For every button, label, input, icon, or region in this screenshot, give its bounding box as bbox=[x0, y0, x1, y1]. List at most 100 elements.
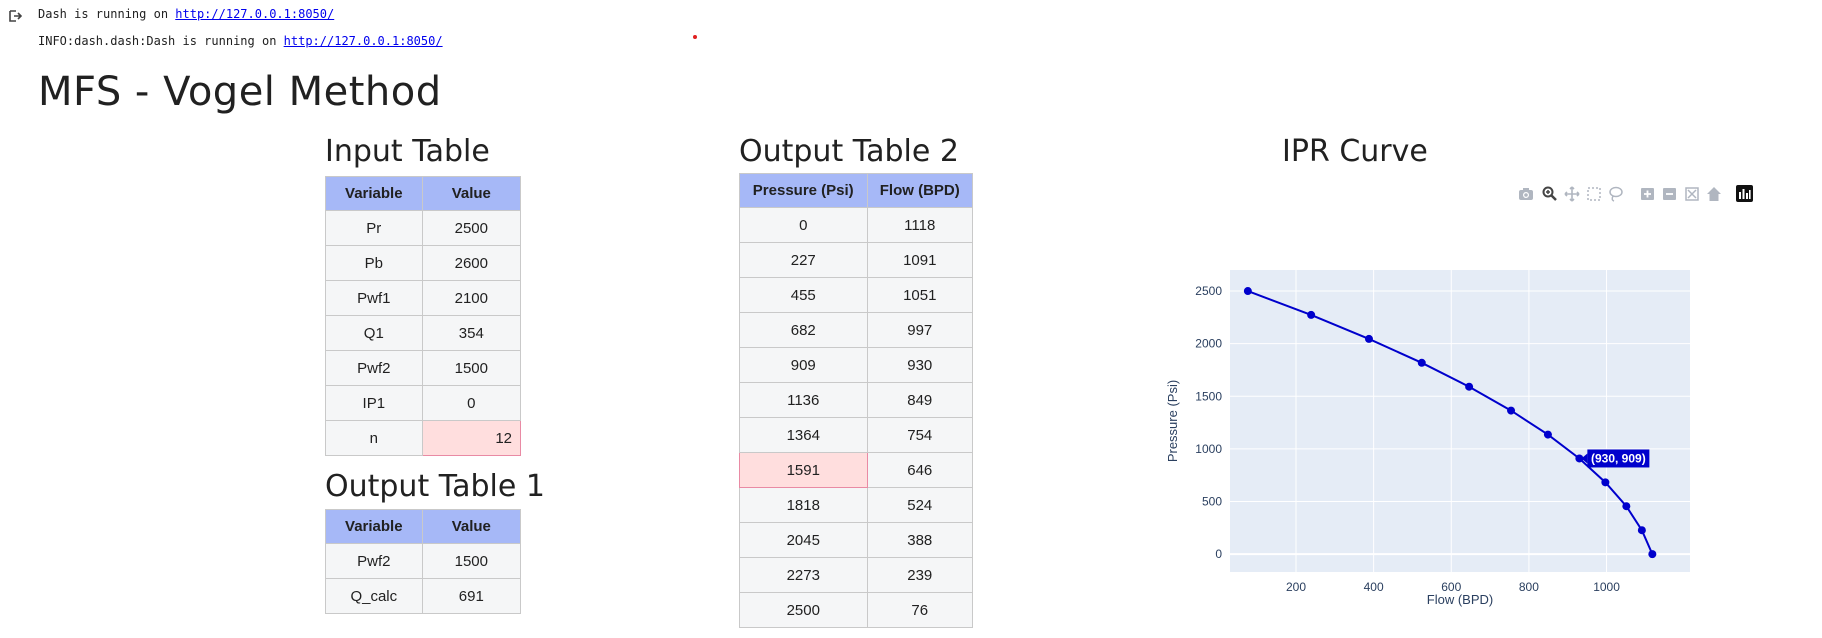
data-point[interactable] bbox=[1543, 430, 1552, 439]
table-cell[interactable]: Pwf2 bbox=[325, 543, 423, 579]
table-row: Pwf1 2100 bbox=[325, 280, 522, 316]
table-cell[interactable]: 2273 bbox=[739, 557, 868, 593]
column-header[interactable]: Pressure (Psi) bbox=[739, 173, 868, 208]
table-cell[interactable]: 1500 bbox=[421, 350, 522, 386]
table-cell[interactable]: 1818 bbox=[739, 487, 868, 523]
table-cell[interactable]: Pwf1 bbox=[325, 280, 423, 316]
table-cell[interactable]: n bbox=[325, 420, 423, 456]
table-row: Pr 2500 bbox=[325, 210, 522, 246]
y-tick-label: 500 bbox=[1202, 494, 1222, 508]
plotly-logo-icon[interactable] bbox=[1736, 185, 1753, 202]
data-point[interactable] bbox=[1601, 478, 1610, 487]
column-header[interactable]: Flow (BPD) bbox=[866, 173, 973, 208]
page-title: MFS - Vogel Method bbox=[38, 69, 442, 115]
table-cell[interactable]: 239 bbox=[866, 557, 973, 593]
table-row: 1591 646 bbox=[739, 452, 973, 488]
cursor-dot bbox=[693, 35, 697, 39]
hover-label: (930, 909) bbox=[1591, 451, 1646, 465]
column-header[interactable]: Value bbox=[421, 509, 522, 544]
pan-icon[interactable] bbox=[1564, 186, 1580, 202]
server-link[interactable]: http://127.0.0.1:8050/ bbox=[283, 34, 443, 48]
column-header[interactable]: Value bbox=[421, 176, 522, 211]
data-point[interactable] bbox=[1364, 334, 1373, 343]
table-row: n 12 bbox=[325, 420, 522, 456]
camera-icon[interactable] bbox=[1519, 188, 1533, 200]
table-cell[interactable]: 2600 bbox=[421, 245, 522, 281]
zoom-out-icon[interactable] bbox=[1663, 188, 1676, 200]
y-tick-label: 1000 bbox=[1195, 442, 1222, 456]
table-row: Pwf2 1500 bbox=[325, 350, 522, 386]
autoscale-icon[interactable] bbox=[1685, 187, 1699, 201]
data-point[interactable] bbox=[1507, 406, 1516, 415]
table-cell[interactable]: 2100 bbox=[421, 280, 522, 316]
table-cell[interactable]: Pwf2 bbox=[325, 350, 423, 386]
table-cell[interactable]: 1051 bbox=[866, 277, 973, 313]
lasso-icon[interactable] bbox=[1609, 186, 1623, 202]
column-header[interactable]: Variable bbox=[325, 509, 423, 544]
table-cell[interactable]: 354 bbox=[421, 315, 522, 351]
table-cell[interactable]: 1500 bbox=[421, 543, 522, 579]
table-cell[interactable]: 1136 bbox=[739, 382, 868, 418]
data-point[interactable] bbox=[1622, 502, 1631, 511]
data-point[interactable] bbox=[1575, 454, 1584, 463]
y-tick-label: 1500 bbox=[1195, 389, 1222, 403]
table-cell[interactable]: 1364 bbox=[739, 417, 868, 453]
zoom-icon[interactable] bbox=[1542, 186, 1557, 201]
table-cell[interactable]: 754 bbox=[866, 417, 973, 453]
y-tick-label: 2500 bbox=[1195, 284, 1222, 298]
hover-tooltip: (930, 909) bbox=[1581, 449, 1650, 468]
table-cell[interactable]: 0 bbox=[739, 207, 868, 243]
table-cell[interactable]: IP1 bbox=[325, 385, 423, 421]
table-cell[interactable]: 997 bbox=[866, 312, 973, 348]
table-cell[interactable]: 388 bbox=[866, 522, 973, 558]
data-point[interactable] bbox=[1417, 358, 1426, 367]
table-cell[interactable]: 0 bbox=[421, 385, 522, 421]
table-cell[interactable]: 2500 bbox=[739, 592, 868, 628]
output-arrow-icon bbox=[9, 10, 22, 22]
y-axis-label: Pressure (Psi) bbox=[1165, 380, 1180, 462]
table-cell[interactable]: 682 bbox=[739, 312, 868, 348]
table-cell[interactable]: 930 bbox=[866, 347, 973, 383]
data-point[interactable] bbox=[1648, 550, 1657, 559]
log-line-1: Dash is running on http://127.0.0.1:8050… bbox=[38, 7, 334, 21]
table-cell[interactable]: 646 bbox=[866, 452, 973, 488]
x-tick-label: 800 bbox=[1519, 580, 1539, 594]
table-row: 2273 239 bbox=[739, 557, 973, 593]
table-cell[interactable]: Pr bbox=[325, 210, 423, 246]
table-cell[interactable]: 909 bbox=[739, 347, 868, 383]
plot-area[interactable] bbox=[1230, 270, 1690, 572]
log-text: INFO:dash.dash:Dash is running on bbox=[38, 34, 284, 48]
table-cell[interactable]: 227 bbox=[739, 242, 868, 278]
output-table-2-title: Output Table 2 bbox=[739, 134, 959, 169]
table-cell[interactable]: 76 bbox=[866, 592, 973, 628]
input-table-title: Input Table bbox=[325, 134, 490, 169]
table-row: Q_calc 691 bbox=[325, 578, 522, 614]
table-cell[interactable]: 2045 bbox=[739, 522, 868, 558]
data-point[interactable] bbox=[1637, 526, 1646, 535]
reset-axes-icon[interactable] bbox=[1707, 187, 1721, 201]
selected-cell[interactable]: 1591 bbox=[739, 452, 868, 488]
column-header[interactable]: Variable bbox=[325, 176, 423, 211]
table-cell[interactable]: 1091 bbox=[866, 242, 973, 278]
table-cell[interactable]: 1118 bbox=[866, 207, 973, 243]
data-point[interactable] bbox=[1243, 287, 1252, 296]
server-link[interactable]: http://127.0.0.1:8050/ bbox=[175, 7, 335, 21]
table-cell[interactable]: 691 bbox=[421, 578, 522, 614]
table-cell[interactable]: Q1 bbox=[325, 315, 423, 351]
table-cell[interactable]: Q_calc bbox=[325, 578, 423, 614]
x-tick-label: 200 bbox=[1286, 580, 1306, 594]
table-cell[interactable]: Pb bbox=[325, 245, 423, 281]
table-cell[interactable]: 455 bbox=[739, 277, 868, 313]
table-cell[interactable]: 849 bbox=[866, 382, 973, 418]
zoom-in-icon[interactable] bbox=[1641, 188, 1654, 200]
ipr-chart[interactable]: 200 400 600 800 1000 0 500 1000 1500 2000 2500 Flo… bbox=[1140, 230, 1740, 630]
table-cell[interactable]: 2500 bbox=[421, 210, 522, 246]
box-select-icon[interactable] bbox=[1587, 187, 1601, 201]
selected-cell[interactable]: 12 bbox=[421, 420, 522, 456]
table-cell[interactable]: 524 bbox=[866, 487, 973, 523]
table-row: 2500 76 bbox=[739, 592, 973, 628]
output-table-1-title: Output Table 1 bbox=[325, 469, 545, 504]
table-row: 1818 524 bbox=[739, 487, 973, 523]
data-point[interactable] bbox=[1465, 382, 1474, 391]
data-point[interactable] bbox=[1307, 310, 1316, 319]
